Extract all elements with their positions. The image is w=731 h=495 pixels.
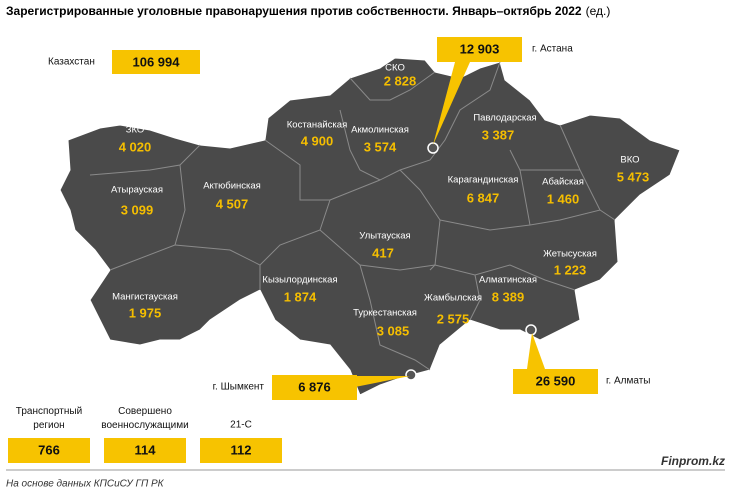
region-name: Кызылординская [262,275,337,286]
region-value: 3 099 [121,202,154,217]
region-value: 3 387 [482,127,515,142]
astana-marker [427,142,439,154]
city-name: г. Алматы [606,376,650,387]
region-value: 1 460 [547,191,580,206]
other-label: Совершено военнослужащими [101,406,188,431]
region-value: 4 020 [119,139,152,154]
other-label-line: Транспортный [16,406,82,417]
other-label-line: регион [33,420,64,431]
region-name: СКО [385,63,405,74]
region-value: 1 874 [284,289,317,304]
region-borders [89,61,616,371]
region-value: 4 507 [216,196,249,211]
region-value: 2 828 [384,73,417,88]
city-value: 12 903 [460,41,500,56]
city-value: 6 876 [298,379,331,394]
region-value: 417 [372,245,394,260]
other-value: 766 [38,442,60,457]
region-name: ЗКО [126,125,145,136]
total-box [112,50,200,74]
region-value: 1 975 [129,305,162,320]
other-box [8,438,90,463]
other-label: Транспортный регион [16,406,82,431]
city-value: 26 590 [536,373,576,388]
region-name: Абайская [542,177,584,188]
region-value: 3 574 [364,139,397,154]
brand: Finprom.kz [661,454,725,468]
region-name: Павлодарская [473,113,536,124]
region-name: Мангистауская [112,292,178,303]
shymkent-pointer [350,376,410,388]
title: Зарегистрированные уголовные правонаруше… [6,4,610,18]
region-value: 2 575 [437,311,470,326]
total-label: Казахстан [48,57,95,68]
astana-pointer [433,62,470,145]
region-value: 3 085 [377,323,410,338]
region-name: Атырауская [111,185,163,196]
city-name: г. Шымкент [213,382,265,393]
city-box [513,369,598,394]
almaty-marker [525,324,537,336]
dynamic-layer: ЗКО 4 020 Атырауская 3 099 Актюбинская 4 507 М… [8,37,650,463]
region-name: ВКО [620,155,639,166]
region-name: Актюбинская [203,181,261,192]
other-label: 21-С [230,420,252,431]
source: На основе данных КПСиСУ ГП РК [6,479,165,490]
city-box [437,37,522,62]
region-name: Жетысуская [543,249,597,260]
region-value: 8 389 [492,289,525,304]
almaty-pointer [527,333,545,369]
region-name: Акмолинская [351,125,409,136]
title-unit: (ед.) [586,4,611,18]
other-box [104,438,186,463]
country-shape [59,57,681,396]
region-name: Алматинская [479,275,537,286]
total-value: 106 994 [133,54,181,69]
other-value: 112 [231,442,252,457]
region-value: 6 847 [467,190,500,205]
title-main: Зарегистрированные уголовные правонаруше… [6,4,582,18]
region-name: Туркестанская [353,308,417,319]
city-box [272,375,357,400]
other-value: 114 [135,442,157,457]
region-name: Жамбылская [424,293,482,304]
city-name: г. Астана [532,44,573,55]
other-label-line: военнослужащими [101,420,188,431]
region-name: Улытауская [359,231,410,242]
other-label-line: Совершено [118,406,172,417]
region-name: Карагандинская [448,175,519,186]
region-value: 1 223 [554,262,587,277]
other-box [200,438,282,463]
region-value: 4 900 [301,133,334,148]
region-value: 5 473 [617,169,650,184]
region-name: Костанайская [287,120,347,131]
shymkent-marker [405,369,417,381]
